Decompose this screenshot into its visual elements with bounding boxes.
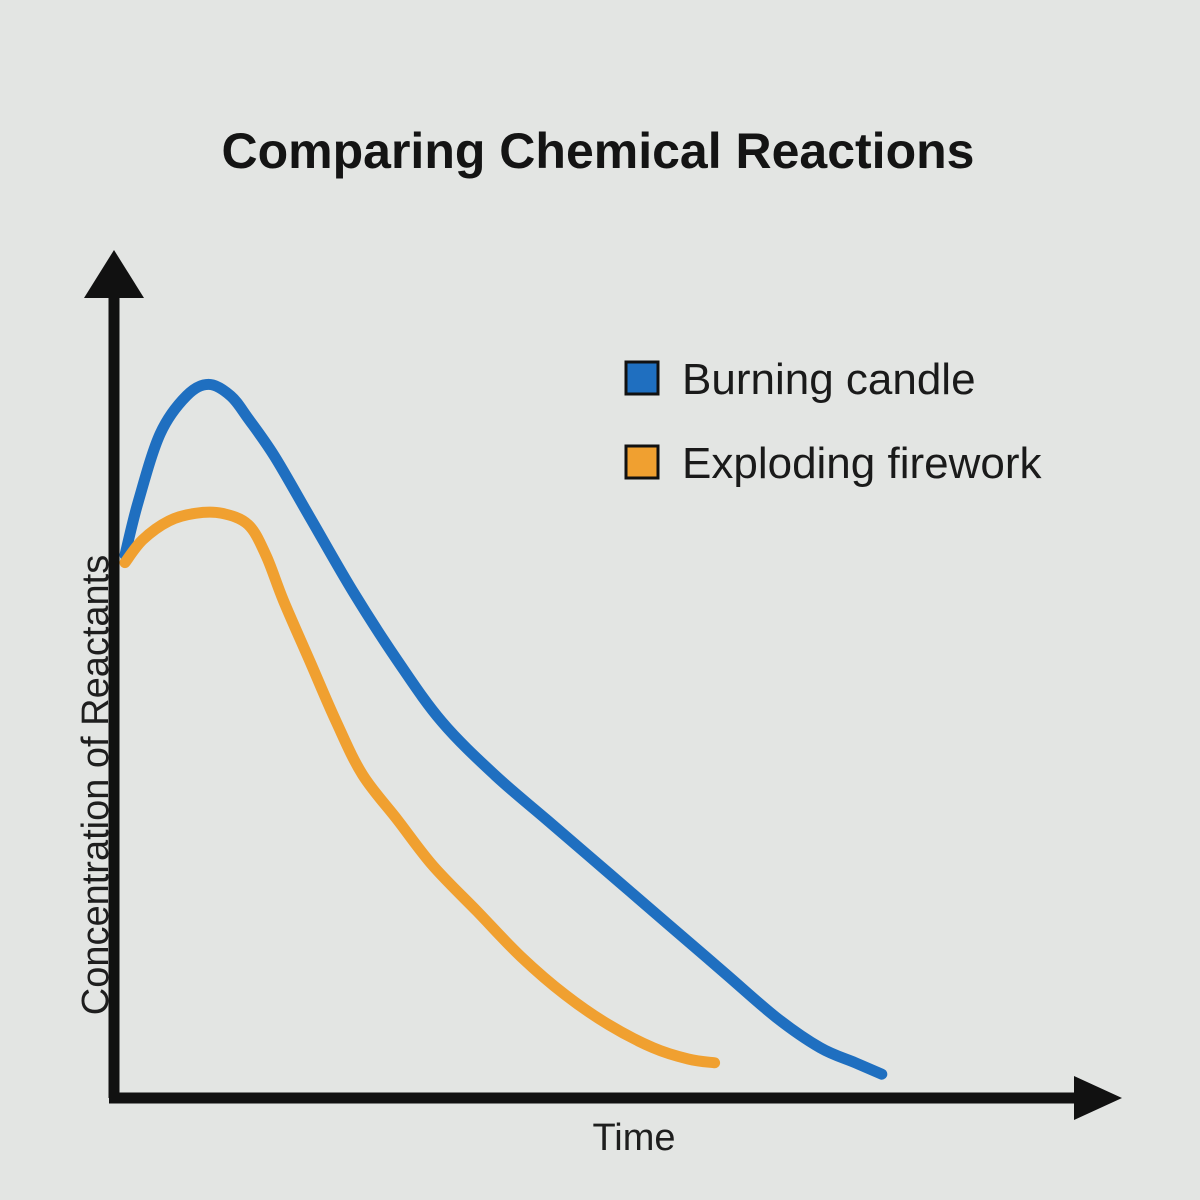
legend-label-exploding-firework: Exploding firework (682, 439, 1042, 488)
y-axis-arrow (84, 250, 144, 298)
legend-label-burning-candle: Burning candle (682, 355, 976, 404)
x-axis-label: Time (592, 1117, 675, 1159)
axes (84, 250, 1122, 1120)
y-axis-label: Concentration of Reactants (75, 555, 117, 1016)
series-line-exploding-firework (119, 506, 721, 1069)
x-axis-arrow (1074, 1076, 1122, 1120)
legend: Burning candle Exploding firework (624, 355, 1042, 488)
legend-swatch-exploding-firework (624, 444, 660, 480)
series-layer (119, 378, 888, 1080)
chart-title: Comparing Chemical Reactions (222, 123, 975, 179)
series-line-burning-candle (119, 378, 888, 1080)
legend-swatch-burning-candle (624, 360, 660, 396)
